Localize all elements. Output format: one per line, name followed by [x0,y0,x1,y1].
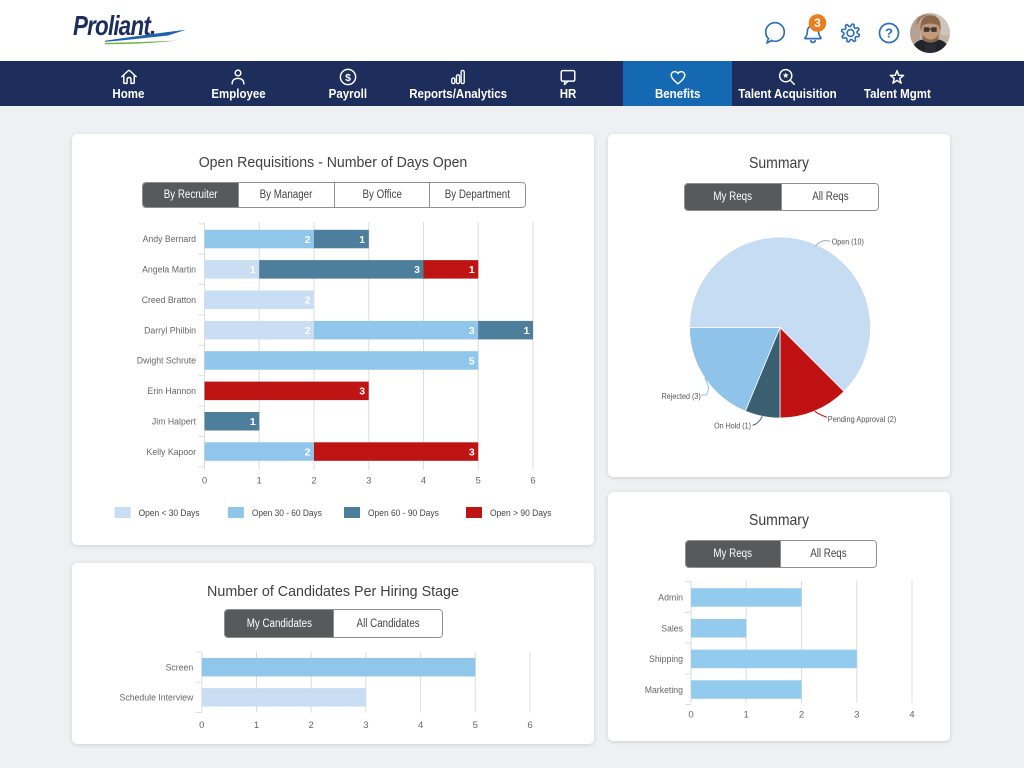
svg-text:Open 30 - 60 Days: Open 30 - 60 Days [252,508,322,518]
svg-text:4: 4 [418,720,423,731]
svg-text:2: 2 [799,710,804,721]
svg-text:Schedule Interview: Schedule Interview [120,693,194,703]
svg-text:Erin Hannon: Erin Hannon [148,386,197,396]
svg-text:4: 4 [421,476,426,487]
svg-text:Andy Bernard: Andy Bernard [143,234,196,244]
svg-text:6: 6 [530,476,535,487]
svg-text:Jim Halpert: Jim Halpert [152,416,197,426]
svg-text:2: 2 [305,295,311,307]
svg-text:5: 5 [469,355,475,367]
svg-text:1: 1 [359,234,365,246]
svg-text:Screen: Screen [166,662,194,672]
svg-text:3: 3 [469,446,475,458]
svg-text:Admin: Admin [658,593,683,603]
svg-text:5: 5 [473,720,478,731]
svg-text:1: 1 [524,325,530,337]
svg-text:4: 4 [909,710,914,721]
svg-text:3: 3 [469,325,475,337]
svg-text:3: 3 [363,720,368,731]
svg-text:2: 2 [311,476,316,487]
svg-text:1: 1 [250,416,256,428]
svg-text:0: 0 [199,720,204,731]
svg-text:?: ? [885,26,893,41]
svg-text:Open 60 - 90 Days: Open 60 - 90 Days [368,508,439,518]
svg-text:Open (10): Open (10) [832,237,864,247]
svg-text:Creed Bratton: Creed Bratton [142,295,196,305]
svg-text:Darryl Philbin: Darryl Philbin [144,325,196,335]
svg-text:Shipping: Shipping [649,654,683,664]
svg-text:Rejected (3): Rejected (3) [662,391,701,401]
svg-text:5: 5 [476,476,481,487]
svg-text:2: 2 [309,720,314,731]
svg-text:0: 0 [202,476,207,487]
svg-text:1: 1 [744,710,749,721]
svg-text:Kelly Kapoor: Kelly Kapoor [147,447,197,457]
svg-text:2: 2 [305,446,311,458]
svg-text:Open > 90 Days: Open > 90 Days [490,508,552,518]
svg-text:Angela Martin: Angela Martin [142,265,196,275]
svg-text:6: 6 [527,720,532,731]
svg-text:Marketing: Marketing [645,685,683,695]
svg-text:2: 2 [305,234,311,246]
svg-text:1: 1 [469,264,475,276]
svg-text:1: 1 [254,720,259,731]
svg-text:2: 2 [305,325,311,337]
svg-text:3: 3 [414,264,420,276]
svg-text:1: 1 [257,476,262,487]
svg-text:$: $ [345,72,351,84]
svg-text:0: 0 [688,710,693,721]
svg-text:3: 3 [366,476,371,487]
svg-text:3: 3 [854,710,859,721]
svg-text:Pending Approval (2): Pending Approval (2) [828,414,897,424]
svg-text:On Hold (1): On Hold (1) [714,421,751,431]
svg-text:1: 1 [250,264,256,276]
svg-text:Sales: Sales [661,623,683,633]
svg-text:3: 3 [359,386,365,398]
svg-text:Dwight Schrute: Dwight Schrute [137,356,196,366]
svg-text:3: 3 [814,16,821,30]
svg-text:Open < 30 Days: Open < 30 Days [139,508,200,518]
